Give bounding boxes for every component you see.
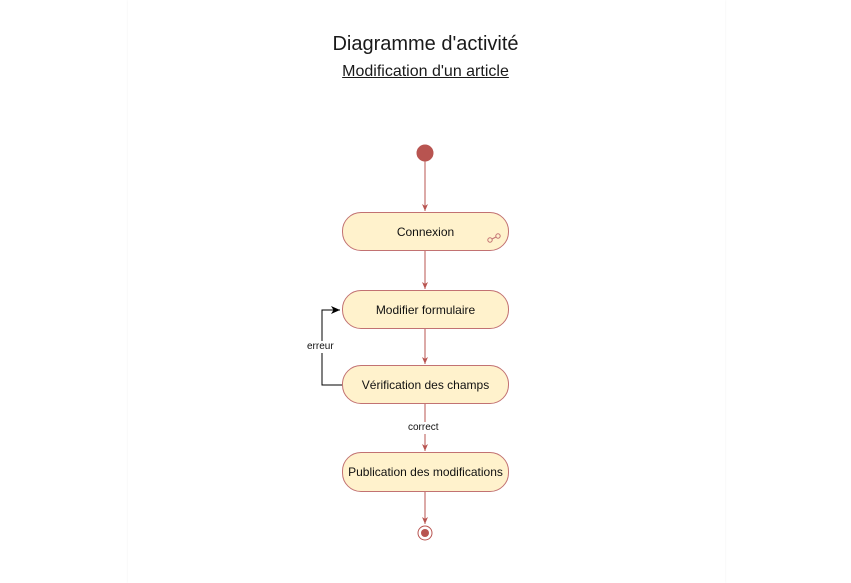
activity-publication[interactable]: Publication des modifications: [342, 452, 509, 492]
link-icon: [487, 233, 501, 243]
final-node-core: [421, 529, 429, 537]
activity-modifier-formulaire[interactable]: Modifier formulaire: [342, 290, 509, 329]
initial-node-icon[interactable]: [416, 144, 434, 162]
activity-modifier-label: Modifier formulaire: [375, 302, 476, 317]
activity-verification-label: Vérification des champs: [361, 377, 490, 392]
activity-publication-label: Publication des modifications: [348, 465, 503, 479]
activity-verification-champs[interactable]: Vérification des champs: [342, 365, 509, 404]
edge-label-correct: correct: [406, 422, 441, 434]
diagram-subtitle: Modification d'un article: [342, 63, 509, 80]
diagram-title: Diagramme d'activité: [332, 33, 519, 55]
activity-connexion-label: Connexion: [396, 224, 455, 239]
activity-connexion[interactable]: Connexion: [342, 212, 509, 251]
edge-label-erreur: erreur: [305, 341, 336, 353]
